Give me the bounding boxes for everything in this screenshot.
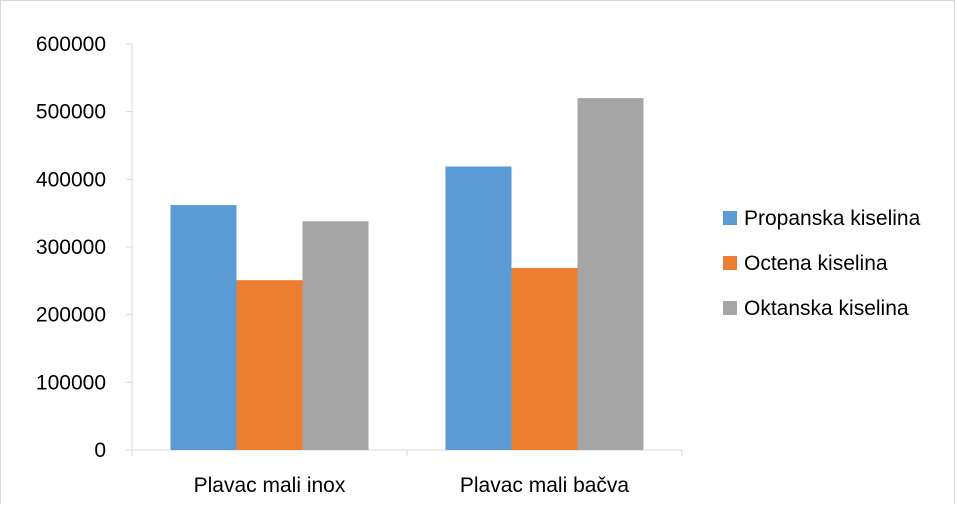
y-tick-label: 100000 [36, 371, 106, 394]
legend-swatch [723, 211, 737, 225]
bar-1-2 [445, 166, 512, 450]
x-axis [131, 449, 683, 456]
legend-label: Oktanska kiselina [744, 297, 909, 320]
bar-3-1 [302, 221, 369, 450]
y-tick-label: 200000 [36, 304, 106, 327]
y-tick-label: 600000 [36, 33, 106, 56]
legend-item: Propanska kiselina [723, 207, 921, 230]
y-tick-label: 300000 [36, 236, 106, 259]
x-category-label: Plavac mali inox [194, 474, 346, 497]
legend: Propanska kiselina Octena kiselina Oktansk… [723, 207, 921, 320]
legend-label: Propanska kiselina [744, 207, 921, 230]
y-tick-label: 500000 [36, 101, 106, 124]
bars [170, 98, 644, 450]
legend-swatch [723, 256, 737, 270]
y-tick-label: 400000 [36, 168, 106, 191]
legend-label: Octena kiselina [744, 252, 888, 275]
y-tick-label: 0 [94, 439, 106, 462]
legend-item: Octena kiselina [723, 252, 888, 275]
legend-item: Oktanska kiselina [723, 297, 909, 320]
bar-2-2 [511, 267, 578, 450]
x-labels: Plavac mali inox Plavac mali bačva [194, 474, 630, 497]
y-ticks: 0 100000 200000 300000 400000 500000 600000 [36, 33, 132, 462]
bar-2-1 [236, 280, 303, 450]
legend-swatch [723, 301, 737, 315]
bar-1-1 [170, 205, 237, 450]
x-category-label: Plavac mali bačva [460, 474, 630, 497]
bar-3-2 [577, 98, 644, 450]
